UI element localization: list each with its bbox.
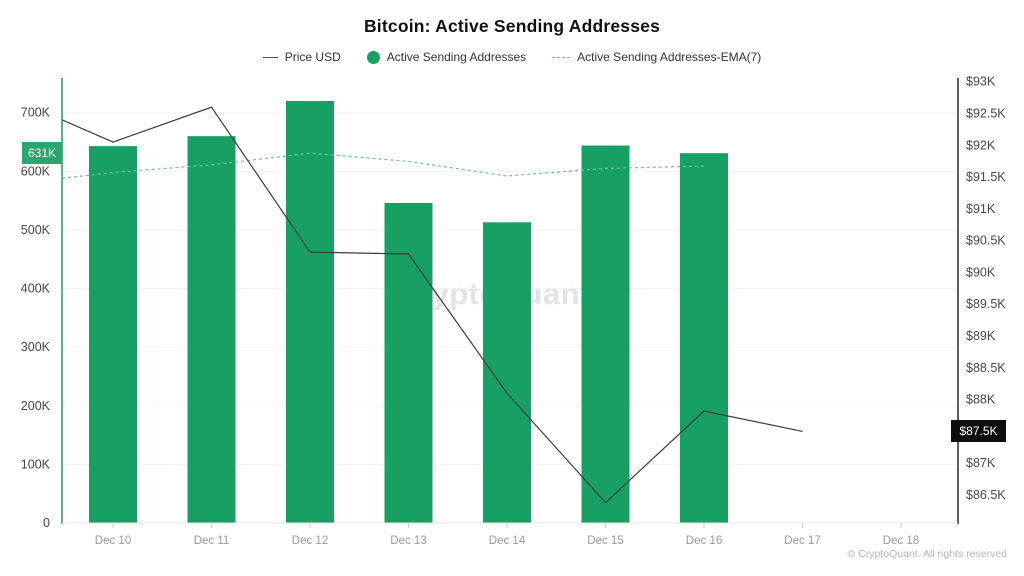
right-axis-label--89-5k: $89.5K [966,297,1006,311]
right-axis-label--90-5k: $90.5K [966,234,1006,248]
bar-dec-15[interactable] [581,145,630,524]
right-axis-label--92-5k: $92.5K [966,106,1006,120]
bar-series-dot-icon [366,50,380,64]
right-axis-label--88-5k: $88.5K [966,361,1006,375]
x-axis-label-dec-15: Dec 15 [587,535,623,547]
legend-item-active-sending-addresses[interactable]: Active Sending Addresses [366,50,527,64]
x-axis-label-dec-18: Dec 18 [883,535,919,547]
bar-dec-13[interactable] [384,202,433,523]
right-axis-label--89k: $89K [966,329,996,343]
x-axis-label-dec-11: Dec 11 [194,535,230,547]
right-axis-label--91k: $91K [966,202,996,216]
bar-dec-10[interactable] [89,146,137,523]
x-axis-label-dec-13: Dec 13 [390,535,426,547]
left-axis-label-100k: 100K [21,457,51,471]
bar-dec-12[interactable] [286,100,334,523]
legend-label-price-usd: Price USD [284,50,341,64]
left-axis-label-200k: 200K [21,399,51,413]
right-axis-label--93k: $93K [966,75,996,89]
chart-legend: Price USD Active Sending Addresses Activ… [0,50,1024,64]
right-axis-label--90k: $90K [966,265,996,279]
legend-item-price-usd[interactable]: Price USD [262,50,341,64]
right-axis-label--91-5k: $91.5K [966,170,1006,184]
x-axis-label-dec-16: Dec 16 [686,535,722,547]
bar-dec-16[interactable] [680,153,728,523]
copyright-note: © CryptoQuant. All rights reserved [847,548,1007,560]
x-axis-label-dec-10: Dec 10 [95,535,131,547]
price-line-marker-icon [262,56,278,58]
x-axis-label-dec-17: Dec 17 [784,535,820,547]
left-axis-label-300k: 300K [21,340,51,354]
legend-label-active-sending-addresses: Active Sending Addresses [386,50,527,64]
latest-bar-value-badge: 631K [22,142,62,165]
right-axis-label--86-5k: $86.5K [966,488,1006,502]
price-line [61,106,803,504]
right-axis-label--92k: $92K [966,138,996,152]
left-axis-label-600k: 600K [21,164,51,178]
bar-dec-11[interactable] [187,136,236,523]
chart-title: Bitcoin: Active Sending Addresses [363,16,661,36]
x-axis-label-dec-14: Dec 14 [489,535,526,547]
latest-price-badge: $87.5K [951,420,1006,443]
x-axis-label-dec-12: Dec 12 [292,535,328,547]
legend-item-ema7[interactable]: Active Sending Addresses-EMA(7) [552,50,761,64]
left-axis-label-700k: 700K [21,106,51,120]
bar-dec-14[interactable] [483,222,531,523]
right-axis-label--88k: $88K [966,393,996,407]
ema-line [61,152,705,179]
left-axis-label-400k: 400K [21,282,51,296]
left-axis-label-500k: 500K [21,223,51,237]
ema-dashed-line-marker-icon [552,56,571,58]
legend-label-ema7: Active Sending Addresses-EMA(7) [577,50,762,64]
right-axis-label--87k: $87K [966,456,996,470]
left-axis-label-0: 0 [43,516,50,530]
